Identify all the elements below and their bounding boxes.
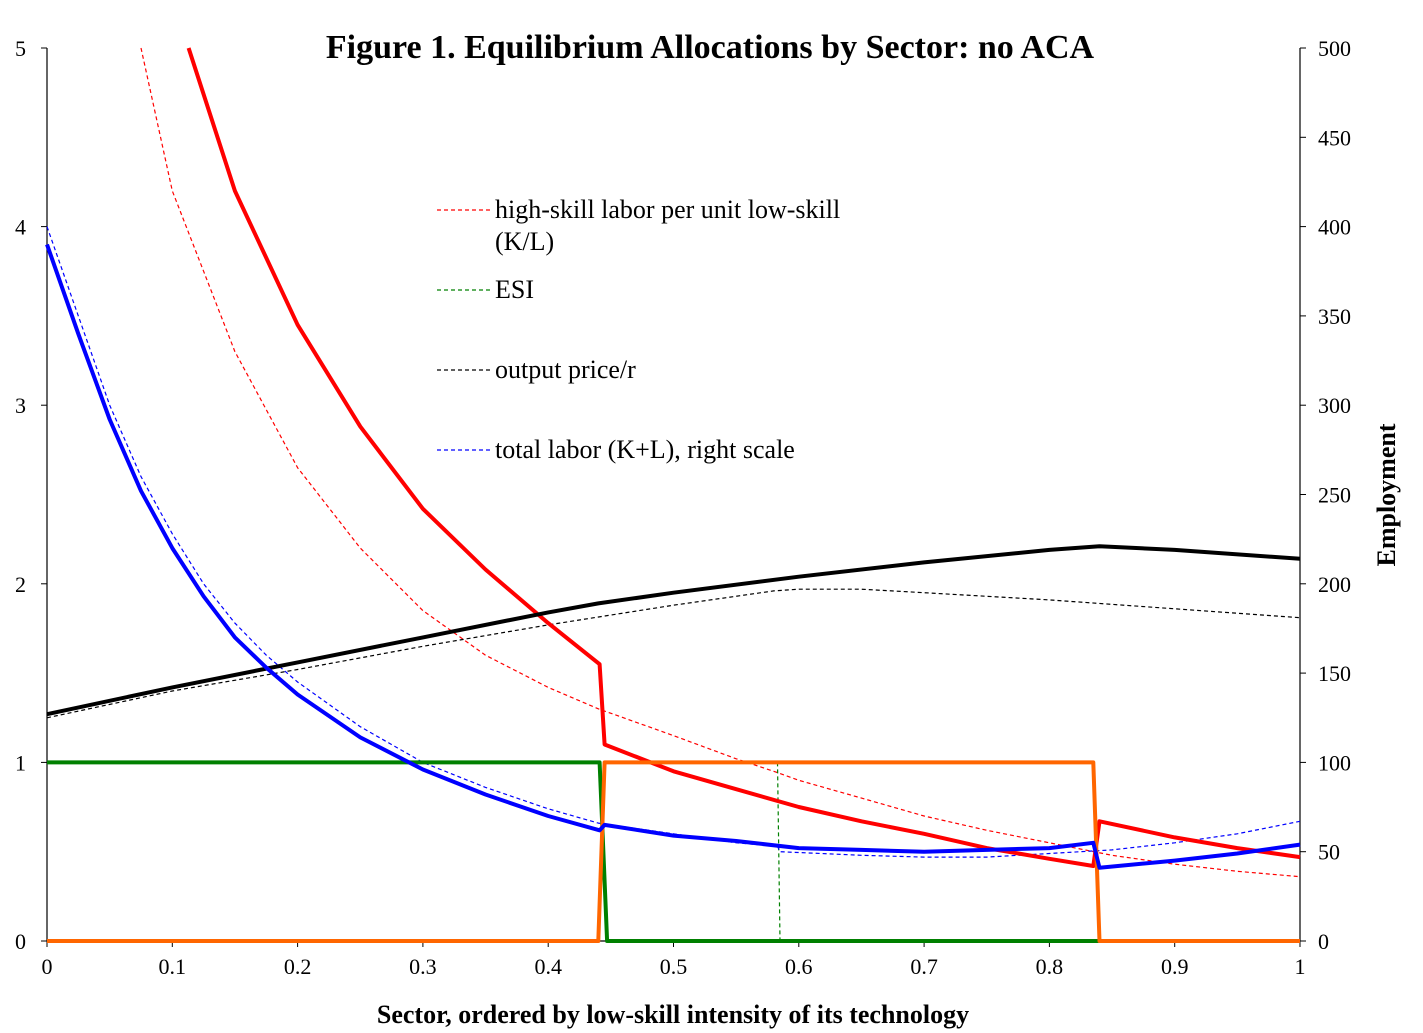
x-tick-label: 0: [42, 954, 53, 979]
x-tick-label: 0.6: [785, 954, 813, 979]
x-tick-label: 0.7: [910, 954, 938, 979]
y-right-tick-label: 50: [1318, 840, 1340, 865]
x-tick-label: 1: [1295, 954, 1306, 979]
y-right-tick-label: 450: [1318, 125, 1351, 150]
series-line-kl_aca: [140, 47, 1301, 878]
x-tick-label: 0.1: [159, 954, 187, 979]
legend-label: ESI: [495, 275, 534, 304]
y-right-tick-label: 500: [1318, 36, 1351, 61]
y-left-tick-label: 4: [15, 215, 26, 240]
y-right-tick-label: 350: [1318, 304, 1351, 329]
x-tick-label: 0.5: [660, 954, 688, 979]
y-left-tick-label: 3: [15, 393, 26, 418]
y-right-tick-label: 150: [1318, 661, 1351, 686]
y-right-ticks: 0 50 100 150 200 250 300 350 400 450 500: [1300, 36, 1351, 954]
series-line-price_noaca: [46, 544, 1301, 717]
x-tick-label: 0.9: [1161, 954, 1189, 979]
series-line-labor_aca: [46, 226, 1301, 858]
y-right-tick-label: 400: [1318, 215, 1351, 240]
y-left-tick-label: 0: [15, 929, 26, 954]
series-line-esi_aca: [776, 762, 781, 942]
series-line-labor_noaca: [45, 243, 1301, 870]
y-left-tick-label: 2: [15, 572, 26, 597]
legend-label: (K/L): [495, 227, 554, 256]
y-left-ticks: 0 1 2 3 4 5: [15, 36, 47, 954]
legend-label: output price/r: [495, 355, 636, 384]
right-axis-title: Employment: [1372, 423, 1401, 566]
legend-label: total labor (K+L), right scale: [495, 435, 795, 464]
x-tick-label: 0.8: [1036, 954, 1064, 979]
y-right-tick-label: 250: [1318, 483, 1351, 508]
x-tick-label: 0.3: [409, 954, 437, 979]
series-layer: [45, 47, 1301, 943]
x-tick-label: 0.2: [284, 954, 312, 979]
y-right-tick-label: 100: [1318, 750, 1351, 775]
y-right-tick-label: 200: [1318, 572, 1351, 597]
y-left-tick-label: 1: [15, 750, 26, 775]
series-line-esi_orange: [47, 760, 1300, 943]
series-line-esi_noaca: [47, 760, 1300, 943]
chart-title: Figure 1. Equilibrium Allocations by Sec…: [326, 29, 1095, 66]
series-line-price_aca: [46, 588, 1301, 719]
x-tick-label: 0.4: [534, 954, 562, 979]
y-left-tick-label: 5: [15, 36, 26, 61]
y-right-tick-label: 0: [1318, 929, 1329, 954]
x-ticks: 0 0.1 0.2 0.3 0.4 0.5 0.6 0.7 0.8 0.9 1: [42, 941, 1306, 979]
legend-label: high-skill labor per unit low-skill: [495, 195, 840, 224]
y-right-tick-label: 300: [1318, 393, 1351, 418]
x-axis-title: Sector, ordered by low-skill intensity o…: [377, 1000, 969, 1029]
legend: high-skill labor per unit low-skill (K/L)…: [437, 195, 840, 464]
